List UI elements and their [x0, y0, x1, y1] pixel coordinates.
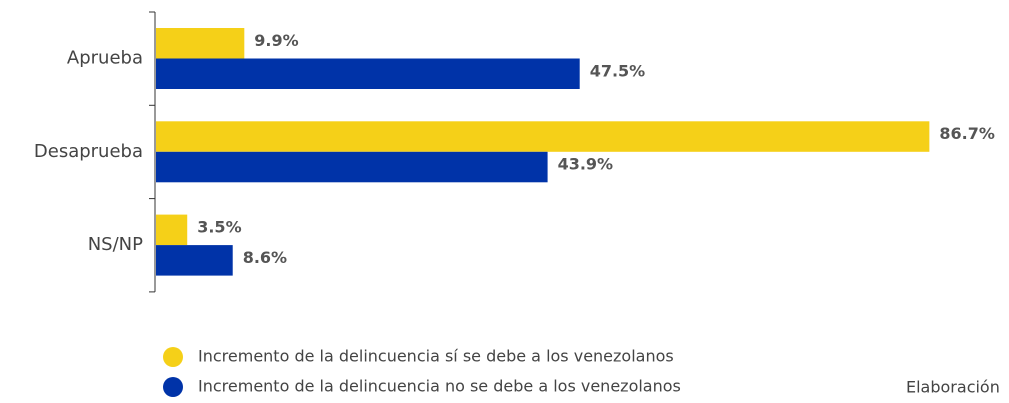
value-label: 47.5%: [590, 61, 646, 80]
value-label: 9.9%: [254, 31, 298, 50]
value-label: 8.6%: [243, 248, 287, 267]
value-label: 43.9%: [558, 155, 614, 174]
category-label: Desaprueba: [34, 141, 143, 162]
category-label: NS/NP: [88, 234, 143, 255]
bar: [156, 121, 930, 152]
bar: [156, 58, 580, 89]
value-label: 3.5%: [197, 217, 241, 236]
category-label: Aprueba: [67, 48, 143, 69]
legend-marker: [163, 377, 183, 397]
legend-marker: [163, 347, 183, 367]
value-label: 86.7%: [939, 124, 995, 143]
bar: [156, 151, 548, 183]
annotation: Elaboración: [906, 378, 1000, 397]
bar: [156, 245, 233, 276]
legend-label: Incremento de la delincuencia sí se debe…: [198, 347, 674, 366]
bar: [156, 214, 188, 246]
bar: [156, 28, 245, 59]
legend-label: Incremento de la delincuencia no se debe…: [198, 377, 681, 396]
